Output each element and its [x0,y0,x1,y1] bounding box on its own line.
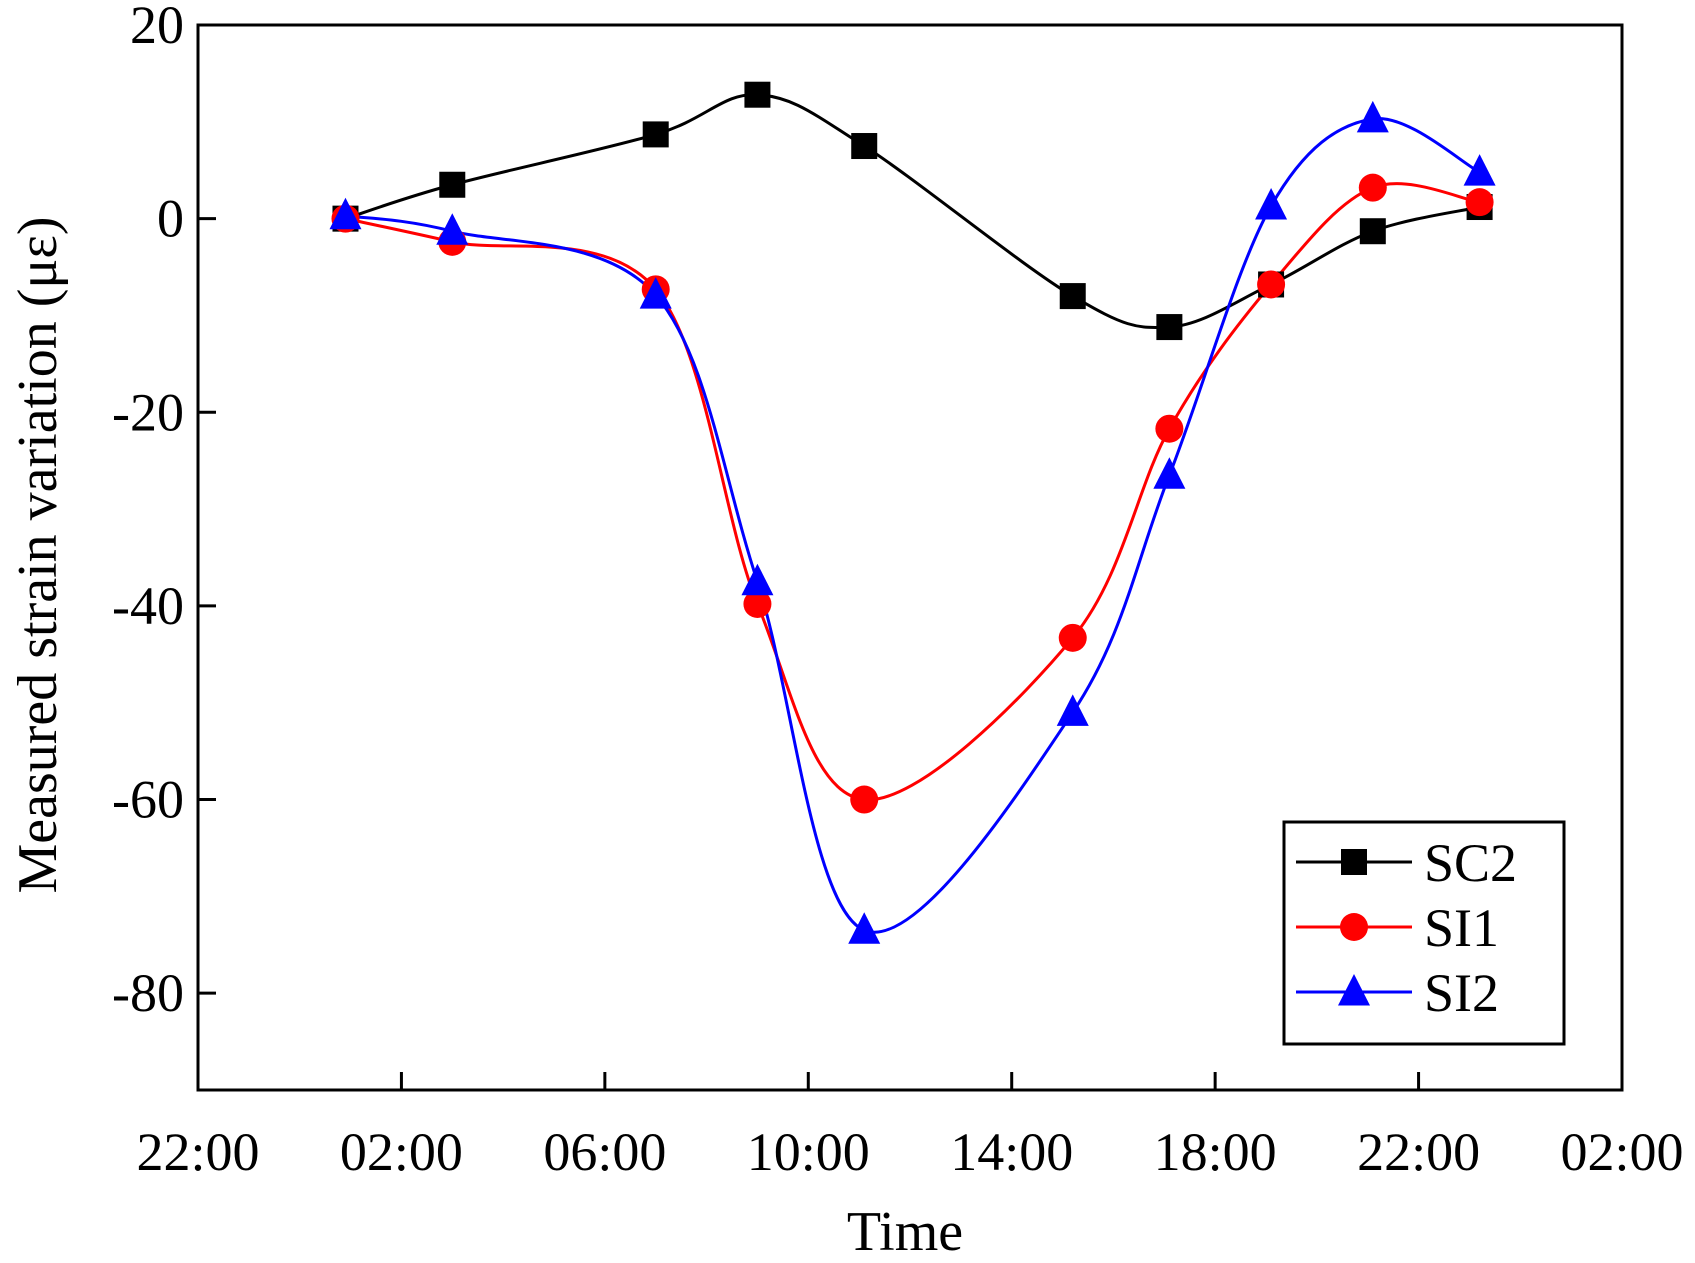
y-axis-title: Measured strain variation (με) [7,216,69,893]
series-lines [345,93,1481,934]
data-point-si2 [639,277,672,309]
data-point-si1 [1465,188,1494,217]
x-axis: 22:00 02:00 06:00 10:00 14:00 18:00 22:00 02:00 [136,1072,1684,1182]
x-tick-label: 02:00 [1560,1122,1683,1182]
data-point-si1 [743,589,772,618]
y-tick-label: 0 [157,189,184,249]
y-axis: 20 0 -20 -40 -60 -80 [112,0,216,1023]
data-point-si2 [1463,154,1496,186]
data-point-sc2 [744,81,771,108]
y-tick-label: -20 [112,382,184,442]
x-tick-label: 10:00 [747,1122,870,1182]
data-point-sc2 [439,171,466,198]
legend-label-sc2: SC2 [1424,833,1517,893]
data-point-sc2 [1059,283,1086,310]
x-axis-title: Time [847,1201,963,1263]
data-point-si1 [1358,173,1387,202]
data-point-si1 [850,785,879,814]
legend-marker-si1 [1340,913,1368,941]
data-point-sc2 [1156,314,1183,341]
data-point-si2 [1153,457,1186,489]
x-tick-label: 22:00 [1357,1122,1480,1182]
y-tick-label: -80 [112,963,184,1023]
series-line-si1 [345,182,1480,802]
legend-box [1282,820,1566,1046]
data-point-si2 [1056,694,1089,726]
data-point-si2 [1356,100,1389,133]
x-tick-label: 14:00 [950,1122,1073,1182]
data-point-sc2 [851,133,878,160]
y-tick-label: 20 [130,0,184,55]
y-tick-label: -40 [112,576,184,636]
legend-marker-si2 [1338,974,1370,1006]
data-point-si2 [848,912,881,944]
data-point-si2 [741,563,774,596]
x-tick-label: 02:00 [340,1122,463,1182]
series-markers [329,81,1496,944]
data-point-sc2 [642,121,669,148]
x-tick-label: 06:00 [543,1122,666,1182]
legend-marker-sc2 [1341,849,1367,875]
series-line-sc2 [345,93,1480,330]
plot-frame [196,23,1624,1092]
x-tick-label: 22:00 [136,1122,259,1182]
legend-label-si2: SI2 [1424,963,1499,1023]
data-point-si2 [329,197,362,230]
data-point-si2 [436,213,469,245]
data-point-si2 [1255,188,1288,220]
data-point-si1 [1155,414,1184,443]
data-point-sc2 [1359,218,1386,245]
x-tick-label: 18:00 [1154,1122,1277,1182]
y-tick-label: -60 [112,770,184,830]
data-point-si1 [1257,270,1286,299]
data-point-si1 [1058,623,1087,652]
legend-label-si1: SI1 [1424,898,1499,958]
